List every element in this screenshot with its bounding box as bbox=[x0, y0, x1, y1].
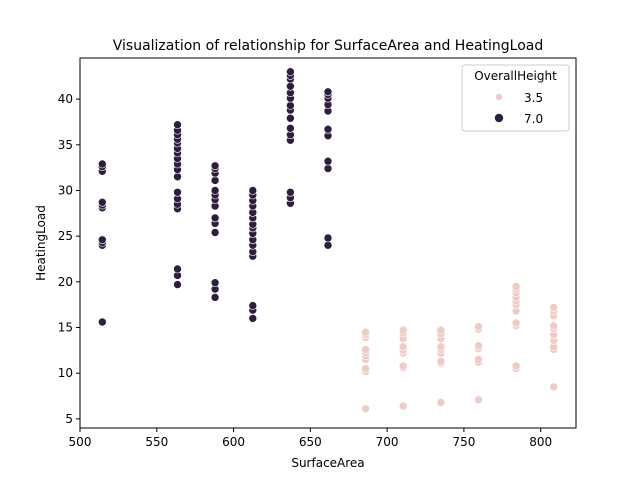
data-point-height-3-5 bbox=[361, 404, 370, 414]
data-point-height-7-0 bbox=[286, 114, 295, 123]
legend-box bbox=[461, 64, 570, 132]
data-point-height-7-0 bbox=[210, 176, 220, 185]
data-point-height-3-5 bbox=[549, 321, 559, 331]
data-point-height-7-0 bbox=[98, 159, 107, 169]
legend-label-3-5: 3.5 bbox=[524, 91, 543, 105]
y-tick-label: 5 bbox=[65, 412, 73, 426]
data-point-height-3-5 bbox=[436, 342, 446, 352]
points-layer bbox=[98, 67, 559, 414]
y-tick-label: 15 bbox=[58, 321, 73, 335]
data-point-height-7-0 bbox=[210, 186, 220, 195]
data-point-height-7-0 bbox=[210, 213, 220, 223]
x-tick-label: 500 bbox=[69, 435, 92, 449]
data-point-height-7-0 bbox=[173, 280, 182, 289]
data-point-height-7-0 bbox=[248, 301, 258, 310]
data-point-height-3-5 bbox=[511, 282, 521, 291]
data-point-height-3-5 bbox=[474, 355, 483, 364]
data-point-height-7-0 bbox=[98, 235, 107, 245]
data-point-height-7-0 bbox=[173, 264, 182, 274]
legend-marker-7-0 bbox=[494, 113, 504, 123]
legend: OverallHeight 3.5 7.0 bbox=[461, 64, 570, 132]
y-tick-label: 40 bbox=[58, 92, 73, 106]
data-point-height-7-0 bbox=[323, 156, 333, 166]
data-point-height-7-0 bbox=[286, 67, 295, 76]
y-tick-label: 25 bbox=[58, 229, 73, 243]
legend-label-7-0: 7.0 bbox=[524, 112, 543, 126]
data-point-height-3-5 bbox=[361, 327, 370, 337]
y-tick-label: 30 bbox=[58, 183, 73, 197]
data-point-height-7-0 bbox=[98, 317, 107, 327]
y-tick-label: 10 bbox=[58, 366, 73, 380]
y-tick-label: 35 bbox=[58, 138, 73, 152]
legend-marker-3-5 bbox=[495, 93, 503, 101]
data-point-height-7-0 bbox=[286, 82, 295, 91]
data-point-height-3-5 bbox=[361, 345, 370, 354]
data-point-height-3-5 bbox=[398, 401, 408, 411]
data-point-height-3-5 bbox=[474, 341, 483, 351]
data-point-height-3-5 bbox=[361, 364, 370, 373]
y-axis-label: HeatingLoad bbox=[34, 205, 48, 281]
data-point-height-3-5 bbox=[549, 303, 559, 312]
data-point-height-7-0 bbox=[98, 198, 107, 207]
data-point-height-7-0 bbox=[248, 314, 258, 323]
x-tick-label: 600 bbox=[222, 435, 245, 449]
data-point-height-7-0 bbox=[210, 228, 220, 237]
data-point-height-3-5 bbox=[549, 382, 559, 392]
y-tick-label: 20 bbox=[58, 275, 73, 289]
data-point-height-7-0 bbox=[173, 120, 182, 129]
data-point-height-3-5 bbox=[511, 318, 521, 328]
data-point-height-3-5 bbox=[398, 325, 408, 335]
data-point-height-7-0 bbox=[323, 241, 333, 250]
data-point-height-3-5 bbox=[474, 395, 483, 405]
x-tick-label: 800 bbox=[529, 435, 552, 449]
data-point-height-3-5 bbox=[511, 361, 521, 371]
data-point-height-3-5 bbox=[398, 342, 408, 352]
data-point-height-3-5 bbox=[436, 356, 446, 366]
plot-area-frame bbox=[79, 57, 577, 429]
legend-title: OverallHeight bbox=[474, 69, 557, 83]
data-point-height-7-0 bbox=[286, 101, 295, 110]
data-point-height-7-0 bbox=[323, 125, 333, 134]
data-point-height-7-0 bbox=[323, 164, 333, 173]
data-point-height-7-0 bbox=[173, 188, 182, 197]
data-point-height-7-0 bbox=[323, 87, 333, 97]
data-point-height-3-5 bbox=[474, 322, 483, 331]
data-point-height-7-0 bbox=[286, 124, 295, 133]
data-point-height-7-0 bbox=[210, 161, 220, 171]
data-point-height-7-0 bbox=[210, 278, 220, 288]
y-axis: 5 10 15 20 25 30 35 40 bbox=[58, 92, 80, 426]
x-tick-label: 750 bbox=[452, 435, 475, 449]
x-tick-label: 650 bbox=[299, 435, 322, 449]
x-tick-label: 700 bbox=[376, 435, 399, 449]
data-point-height-7-0 bbox=[210, 293, 220, 302]
data-point-height-7-0 bbox=[173, 172, 182, 182]
x-tick-label: 550 bbox=[145, 435, 168, 449]
data-point-height-7-0 bbox=[248, 186, 258, 195]
x-axis-label: SurfaceArea bbox=[291, 456, 364, 470]
data-point-height-3-5 bbox=[398, 361, 408, 371]
x-axis: 500 550 600 650 700 750 800 bbox=[69, 428, 552, 449]
chart-title: Visualization of relationship for Surfac… bbox=[113, 38, 544, 54]
data-point-height-7-0 bbox=[286, 188, 295, 197]
data-point-height-3-5 bbox=[436, 325, 446, 335]
data-point-height-7-0 bbox=[323, 233, 333, 243]
data-point-height-3-5 bbox=[436, 398, 446, 407]
